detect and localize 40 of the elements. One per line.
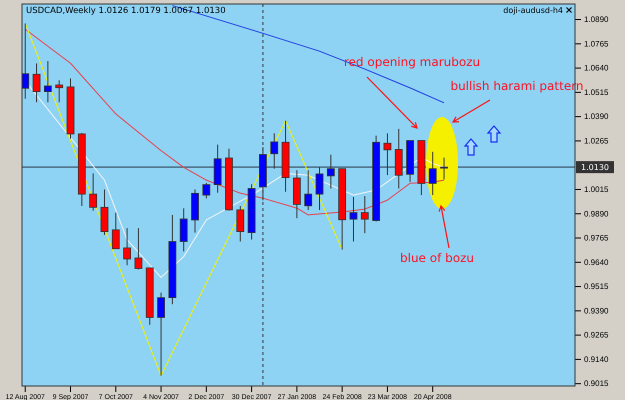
y-tick-label: 0.9765	[584, 234, 610, 243]
candlestick	[440, 157, 448, 180]
annotation: blue of bozu	[400, 251, 474, 265]
candlestick	[428, 151, 437, 196]
y-tick-label: 1.0765	[584, 39, 610, 48]
candlestick	[89, 172, 98, 212]
chart-title: USDCAD,Weekly 1.0126 1.0179 1.0067 1.0130	[26, 6, 226, 16]
y-tick-label: 1.0515	[584, 88, 610, 97]
y-tick-label: 0.9515	[584, 282, 610, 292]
y-tick-label: 0.9890	[584, 209, 610, 218]
candlestick	[55, 80, 64, 103]
candlestick	[236, 205, 244, 242]
y-tick-label: 1.0265	[584, 136, 610, 146]
y-tick-label: 1.0390	[584, 112, 610, 122]
candlestick	[326, 154, 335, 189]
y-tick-label: 0.9265	[584, 330, 610, 340]
candlestick	[270, 132, 278, 170]
y-tick-label: 1.0015	[584, 185, 610, 194]
candlestick	[112, 212, 120, 250]
candlestick	[384, 132, 392, 176]
y-tick-label: 1.0890	[584, 15, 610, 24]
candlestick	[360, 196, 369, 234]
y-tick-label: 1.0640	[584, 64, 610, 73]
candlestick	[316, 166, 324, 211]
candlestick	[123, 228, 132, 266]
y-tick-label: 0.9640	[584, 258, 610, 267]
candlestick	[44, 60, 52, 103]
annotation: doji-audusd-h4	[503, 6, 563, 15]
candlestick	[134, 228, 142, 270]
candlestick	[32, 62, 40, 103]
y-tick-label: 0.9140	[584, 354, 610, 364]
candlestick	[157, 292, 165, 376]
line-series	[24, 22, 343, 376]
candlestick	[350, 196, 358, 242]
candlestick	[304, 170, 312, 211]
y-tick-label: 0.9015	[584, 379, 610, 388]
y-tick-label: 0.9390	[584, 306, 610, 316]
candlestick	[180, 208, 188, 252]
ref-line-label: 1.0130	[581, 163, 609, 172]
candlestick	[202, 182, 210, 199]
